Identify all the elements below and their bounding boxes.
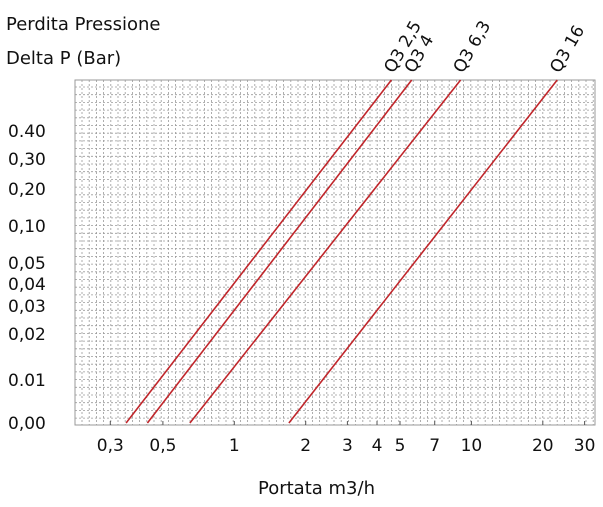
series-line — [146, 79, 413, 424]
series-label: Q3 6,3 — [450, 17, 496, 76]
series-line — [288, 79, 558, 424]
y-tick-label: 0,03 — [8, 297, 46, 317]
y-tick-label: 0,10 — [8, 217, 46, 237]
y-tick-label: 0,30 — [8, 150, 46, 170]
x-tick-label: 1 — [229, 436, 240, 456]
x-axis-label: Portata m3/h — [258, 478, 375, 499]
x-tick-label: 0,5 — [149, 436, 176, 456]
y-tick-label: 0.40 — [8, 122, 46, 142]
x-tick-label: 5 — [395, 436, 406, 456]
x-tick-label: 20 — [532, 436, 554, 456]
x-tick-label: 0,3 — [97, 436, 124, 456]
y-tick-label: 0,05 — [8, 254, 46, 274]
x-tick-label: 30 — [574, 436, 596, 456]
y-tick-label: 0,02 — [8, 325, 46, 345]
chart-title-line-2: Delta P (Bar) — [6, 48, 122, 69]
x-tick-label: 10 — [461, 436, 483, 456]
x-tick-label: 7 — [429, 436, 440, 456]
y-tick-label: 0,04 — [8, 275, 46, 295]
y-tick-label: 0,00 — [8, 414, 46, 434]
series-label: Q3 16 — [546, 22, 589, 76]
y-tick-label: 0.01 — [8, 371, 46, 391]
x-tick-label: 3 — [342, 436, 353, 456]
x-tick-label: 2 — [300, 436, 311, 456]
x-tick-label: 4 — [372, 436, 383, 456]
y-tick-label: 0,20 — [8, 180, 46, 200]
chart-title-line-1: Perdita Pressione — [6, 14, 161, 35]
plot-area — [74, 79, 596, 426]
series-line — [125, 79, 393, 424]
series-line — [189, 79, 462, 424]
